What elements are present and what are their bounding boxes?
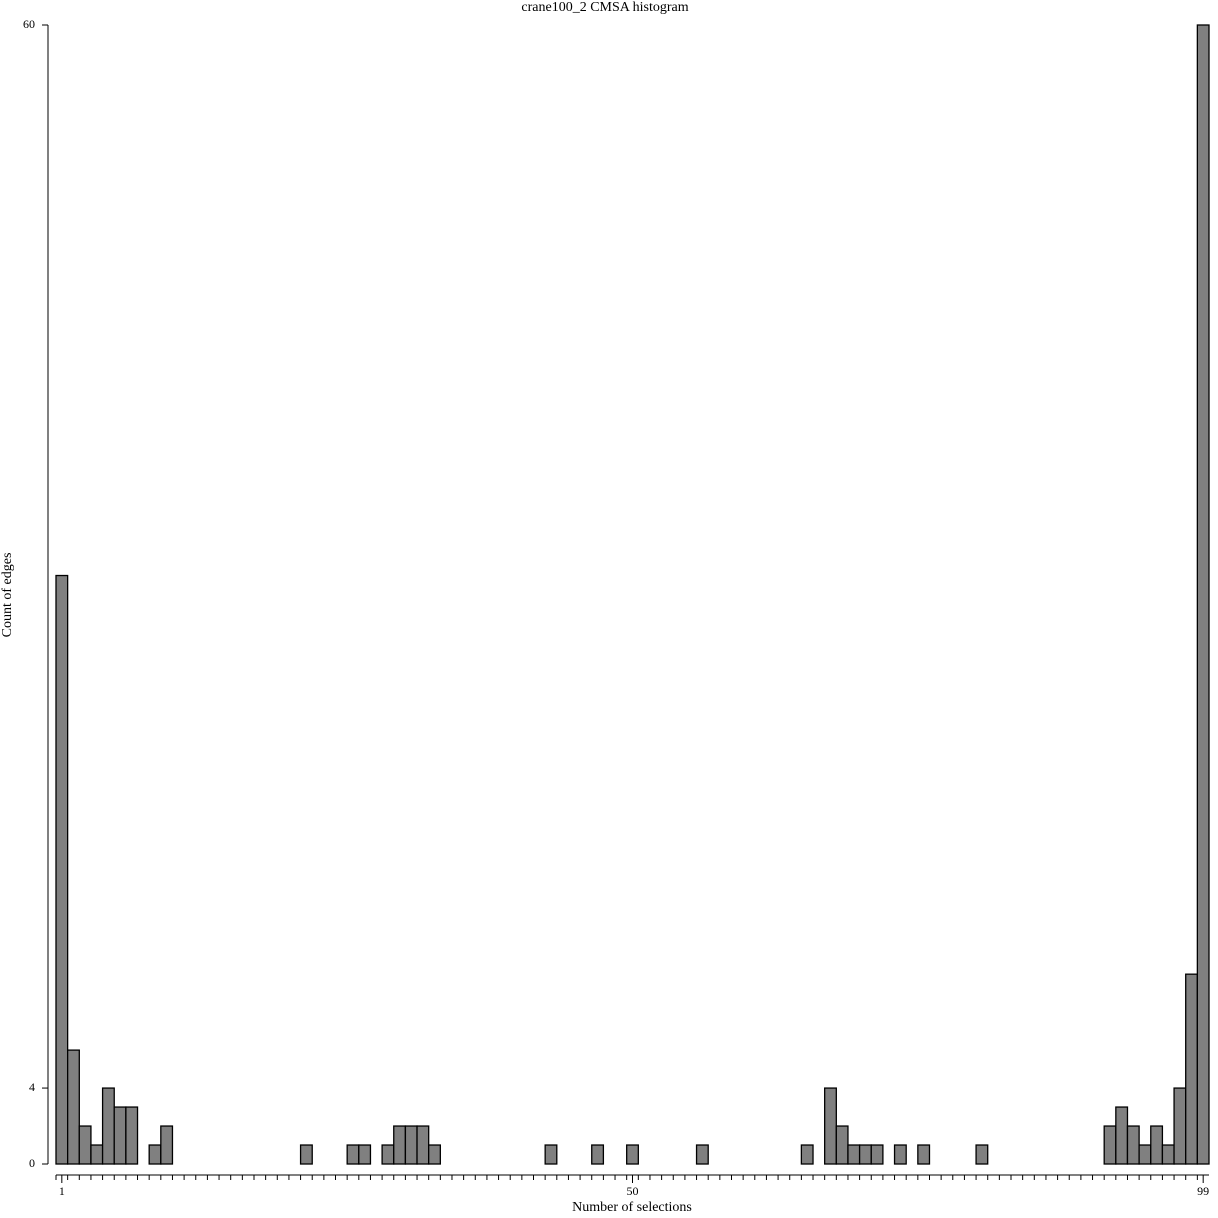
bar	[113, 1106, 127, 1165]
bar	[66, 1049, 80, 1165]
bar	[90, 1144, 104, 1165]
bar	[695, 1144, 709, 1165]
bar	[1161, 1144, 1175, 1165]
bar	[1173, 1087, 1187, 1165]
bar	[299, 1144, 313, 1165]
bar	[847, 1144, 861, 1165]
x-axis-label: Number of selections	[572, 1200, 692, 1215]
bar	[626, 1144, 639, 1165]
bar	[800, 1144, 814, 1165]
bar	[416, 1125, 430, 1165]
y-tick-label: 4	[29, 1080, 35, 1094]
bar	[975, 1144, 989, 1165]
x-tick-label: 1	[59, 1184, 65, 1198]
bar	[160, 1125, 174, 1165]
bar	[1196, 24, 1210, 1165]
bar	[381, 1144, 395, 1165]
bar	[358, 1144, 372, 1165]
bar	[1115, 1106, 1129, 1165]
bar	[125, 1106, 139, 1165]
bar	[824, 1087, 837, 1165]
bar	[428, 1144, 441, 1165]
bar	[1185, 973, 1199, 1165]
bar	[893, 1144, 907, 1165]
bar	[870, 1144, 884, 1165]
bar	[55, 574, 69, 1165]
bar	[1150, 1125, 1164, 1165]
y-tick-label: 60	[23, 17, 35, 31]
bar	[393, 1125, 407, 1165]
x-tick-label: 99	[1197, 1184, 1209, 1198]
bar	[917, 1144, 931, 1165]
bar	[591, 1144, 605, 1165]
bar	[148, 1144, 162, 1165]
chart-title: crane100_2 CMSA histogram	[521, 0, 688, 15]
bar	[1138, 1144, 1152, 1165]
y-axis-label: Count of edges	[0, 553, 15, 638]
bar	[1126, 1125, 1140, 1165]
bar	[1103, 1125, 1117, 1165]
bar	[346, 1144, 360, 1165]
bar	[835, 1125, 849, 1165]
bar	[404, 1125, 418, 1165]
x-tick-label: 50	[627, 1184, 639, 1198]
bar	[858, 1144, 872, 1165]
bar	[78, 1125, 92, 1165]
bar	[544, 1144, 558, 1165]
bar	[101, 1087, 115, 1165]
y-tick-label: 0	[29, 1156, 35, 1170]
